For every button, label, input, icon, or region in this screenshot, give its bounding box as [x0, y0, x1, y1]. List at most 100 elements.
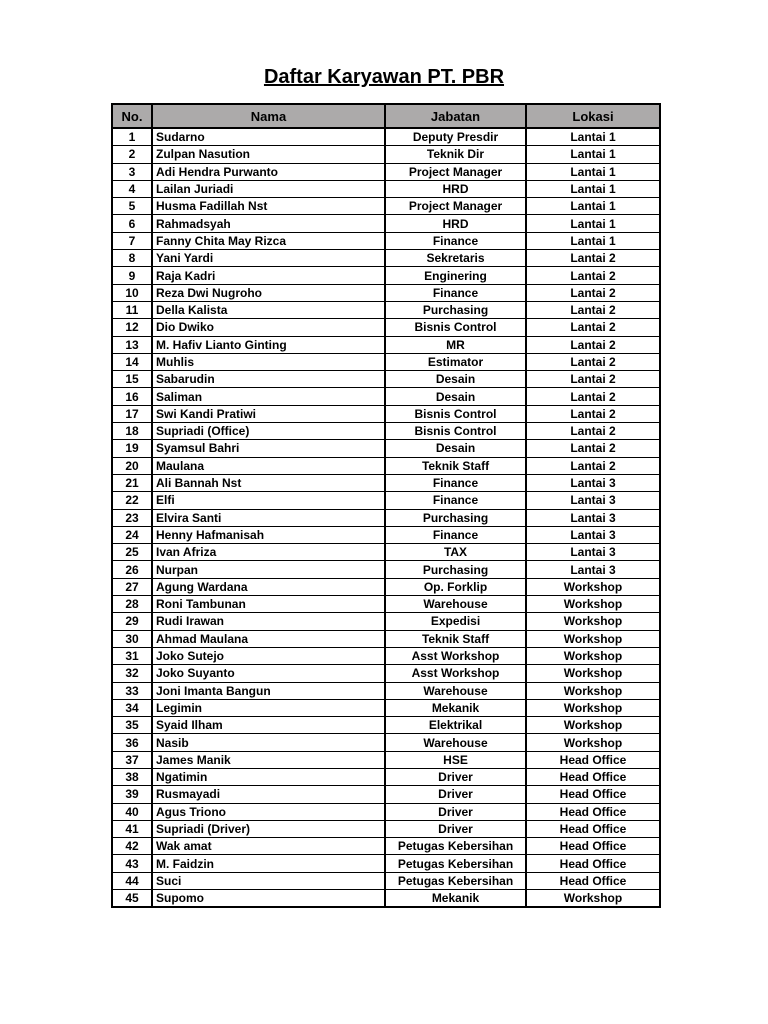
table-row: 28 Roni Tambunan Warehouse Workshop: [111, 595, 661, 614]
table-row: 12 Dio Dwiko Bisnis Control Lantai 2: [111, 318, 661, 337]
cell-jabatan: Purchasing: [384, 508, 527, 527]
cell-no: 1: [111, 127, 153, 147]
cell-no: 2: [111, 145, 153, 164]
cell-lokasi: Lantai 3: [525, 508, 661, 527]
cell-no: 43: [111, 854, 153, 873]
cell-jabatan: Mekanik: [384, 698, 527, 718]
cell-jabatan: Deputy Presdir: [384, 127, 527, 147]
column-header-lokasi: Lokasi: [525, 103, 661, 129]
employee-table-body: 1 Sudarno Deputy Presdir Lantai 1 2 Zulpan Na…: [111, 127, 661, 908]
cell-nama: Roni Tambunan: [151, 595, 386, 614]
cell-lokasi: Workshop: [525, 577, 661, 597]
cell-nama: Syamsul Bahri: [151, 439, 386, 458]
cell-lokasi: Lantai 1: [525, 162, 661, 181]
cell-jabatan: Project Manager: [384, 197, 527, 216]
cell-jabatan: Bisnis Control: [384, 422, 527, 441]
cell-jabatan: Asst Workshop: [384, 646, 527, 666]
cell-lokasi: Workshop: [525, 646, 661, 666]
cell-no: 35: [111, 716, 153, 735]
cell-nama: Nurpan: [151, 560, 386, 579]
cell-lokasi: Lantai 2: [525, 249, 661, 268]
table-row: 22 Elfi Finance Lantai 3: [111, 491, 661, 510]
cell-jabatan: Petugas Kebersihan: [384, 854, 527, 873]
cell-no: 18: [111, 422, 153, 441]
cell-no: 42: [111, 837, 153, 856]
cell-nama: Henny Hafmanisah: [151, 525, 386, 545]
cell-no: 13: [111, 335, 153, 354]
table-row: 29 Rudi Irawan Expedisi Workshop: [111, 612, 661, 631]
cell-nama: Yani Yardi: [151, 249, 386, 268]
cell-nama: M. Faidzin: [151, 854, 386, 873]
cell-jabatan: Estimator: [384, 352, 527, 372]
cell-nama: Syaid Ilham: [151, 716, 386, 735]
cell-jabatan: Driver: [384, 819, 527, 839]
cell-lokasi: Lantai 1: [525, 145, 661, 164]
table-row: 5 Husma Fadillah Nst Project Manager Lantai…: [111, 197, 661, 216]
table-row: 9 Raja Kadri Enginering Lantai 2: [111, 266, 661, 285]
cell-nama: Joni Imanta Bangun: [151, 681, 386, 700]
cell-lokasi: Lantai 2: [525, 387, 661, 406]
cell-jabatan: Bisnis Control: [384, 318, 527, 337]
cell-no: 34: [111, 698, 153, 718]
cell-no: 22: [111, 491, 153, 510]
table-row: 16 Saliman Desain Lantai 2: [111, 387, 661, 406]
cell-no: 15: [111, 370, 153, 389]
cell-lokasi: Workshop: [525, 629, 661, 648]
cell-lokasi: Head Office: [525, 871, 661, 891]
cell-no: 44: [111, 871, 153, 891]
cell-jabatan: Mekanik: [384, 889, 527, 908]
cell-nama: Ali Bannah Nst: [151, 473, 386, 493]
cell-nama: Suci: [151, 871, 386, 891]
cell-lokasi: Head Office: [525, 785, 661, 804]
table-row: 39 Rusmayadi Driver Head Office: [111, 785, 661, 804]
table-row: 26 Nurpan Purchasing Lantai 3: [111, 560, 661, 579]
cell-jabatan: Warehouse: [384, 733, 527, 752]
column-header-jabatan: Jabatan: [384, 103, 527, 129]
cell-nama: Agus Triono: [151, 802, 386, 821]
cell-nama: Della Kalista: [151, 300, 386, 320]
cell-nama: Joko Sutejo: [151, 646, 386, 666]
cell-jabatan: Desain: [384, 439, 527, 458]
cell-no: 45: [111, 889, 153, 908]
cell-lokasi: Lantai 2: [525, 300, 661, 320]
cell-jabatan: Desain: [384, 370, 527, 389]
cell-lokasi: Workshop: [525, 681, 661, 700]
table-row: 25 Ivan Afriza TAX Lantai 3: [111, 543, 661, 562]
cell-jabatan: MR: [384, 335, 527, 354]
cell-no: 5: [111, 197, 153, 216]
cell-nama: Saliman: [151, 387, 386, 406]
table-row: 20 Maulana Teknik Staff Lantai 2: [111, 456, 661, 475]
cell-no: 21: [111, 473, 153, 493]
cell-lokasi: Lantai 2: [525, 283, 661, 302]
cell-no: 37: [111, 750, 153, 769]
cell-no: 6: [111, 214, 153, 233]
table-row: 1 Sudarno Deputy Presdir Lantai 1: [111, 127, 661, 147]
cell-nama: Ivan Afriza: [151, 543, 386, 562]
table-row: 23 Elvira Santi Purchasing Lantai 3: [111, 508, 661, 527]
cell-no: 40: [111, 802, 153, 821]
cell-lokasi: Head Office: [525, 802, 661, 821]
cell-jabatan: Teknik Staff: [384, 456, 527, 475]
table-row: 21 Ali Bannah Nst Finance Lantai 3: [111, 473, 661, 493]
table-row: 33 Joni Imanta Bangun Warehouse Workshop: [111, 681, 661, 700]
table-row: 27 Agung Wardana Op. Forklip Workshop: [111, 577, 661, 597]
cell-nama: Reza Dwi Nugroho: [151, 283, 386, 302]
table-row: 17 Swi Kandi Pratiwi Bisnis Control Lantai …: [111, 404, 661, 424]
cell-nama: Sabarudin: [151, 370, 386, 389]
table-row: 6 Rahmadsyah HRD Lantai 1: [111, 214, 661, 233]
cell-no: 8: [111, 249, 153, 268]
cell-lokasi: Lantai 2: [525, 318, 661, 337]
cell-jabatan: Purchasing: [384, 560, 527, 579]
cell-lokasi: Workshop: [525, 698, 661, 718]
cell-nama: Swi Kandi Pratiwi: [151, 404, 386, 424]
cell-nama: Ngatimin: [151, 767, 386, 787]
cell-no: 32: [111, 664, 153, 683]
table-row: 34 Legimin Mekanik Workshop: [111, 698, 661, 718]
table-row: 2 Zulpan Nasution Teknik Dir Lantai 1: [111, 145, 661, 164]
cell-no: 41: [111, 819, 153, 839]
cell-lokasi: Workshop: [525, 716, 661, 735]
cell-jabatan: Elektrikal: [384, 716, 527, 735]
cell-jabatan: Bisnis Control: [384, 404, 527, 424]
table-row: 18 Supriadi (Office) Bisnis Control Lantai …: [111, 422, 661, 441]
cell-nama: Fanny Chita May Rizca: [151, 231, 386, 251]
